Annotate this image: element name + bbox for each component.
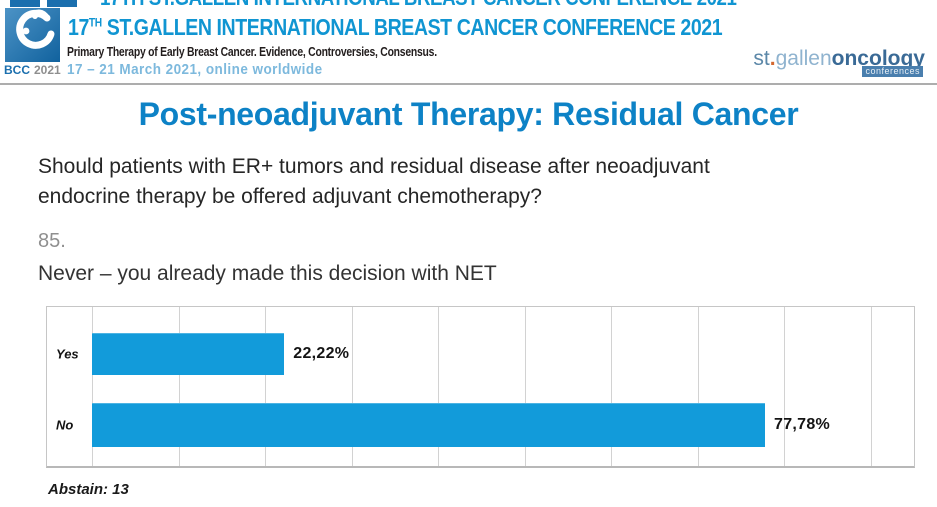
- gridline: [697, 307, 699, 466]
- poll-statement: Never – you already made this decision w…: [38, 262, 497, 285]
- clipped-header-artifact: 17TH ST.GALLEN INTERNATIONAL BREAST CANC…: [0, 0, 937, 7]
- gridline: [524, 307, 526, 466]
- abstain-count: Abstain: 13: [48, 481, 129, 498]
- brand-st: st: [753, 47, 770, 70]
- clipped-header-text: 17TH ST.GALLEN INTERNATIONAL BREAST CANC…: [100, 0, 737, 7]
- question-text: Should patients with ER+ tumors and resi…: [38, 152, 848, 212]
- bar-no: [92, 403, 765, 447]
- brand-conferences-tag: conferences: [862, 66, 923, 77]
- header-divider: [0, 83, 937, 85]
- gridline: [784, 307, 786, 466]
- question-line-1: Should patients with ER+ tumors and resi…: [38, 155, 710, 178]
- gridline: [178, 307, 180, 466]
- gridline: [92, 307, 93, 466]
- category-label-no: No: [56, 417, 74, 433]
- plot-area: 22,22% 77,78%: [92, 307, 914, 466]
- st-gallen-oncology-logo: st.gallenoncology conferences: [753, 47, 925, 77]
- question-number: 85.: [38, 230, 66, 252]
- conference-title: 17TH ST.GALLEN INTERNATIONAL BREAST CANCE…: [68, 14, 723, 41]
- bcc-logo-caption: BCC 2021: [4, 63, 74, 77]
- clipped-logo-fragment: [47, 0, 77, 7]
- gridline: [351, 307, 353, 466]
- conference-subtitle: Primary Therapy of Early Breast Cancer. …: [67, 44, 437, 59]
- bcc-year: 2021: [34, 63, 61, 77]
- gridline: [438, 307, 440, 466]
- page-title: Post-neoadjuvant Therapy: Residual Cance…: [138, 96, 799, 132]
- bar-yes: [92, 333, 285, 375]
- question-line-2: endocrine therapy be offered adjuvant ch…: [38, 185, 542, 208]
- brand-gallen: gallen: [775, 47, 832, 70]
- bar-row-yes: 22,22%: [92, 333, 914, 375]
- poll-chart: Yes No 22,22% 77,78%: [46, 306, 915, 468]
- conference-title-number: 17: [68, 14, 89, 40]
- bar-row-no: 77,78%: [92, 403, 914, 447]
- conference-title-text: ST.GALLEN INTERNATIONAL BREAST CANCER CO…: [106, 14, 723, 40]
- gridline: [265, 307, 267, 466]
- brand-dot: .: [769, 47, 776, 70]
- conference-title-ordinal: TH: [88, 15, 102, 30]
- bcc-label: BCC: [4, 63, 30, 77]
- conference-dates: 17 – 21 March 2021, online worldwide: [67, 61, 323, 78]
- gridline: [611, 307, 613, 466]
- bcc-logo: [5, 8, 60, 62]
- category-label-yes: Yes: [56, 346, 79, 362]
- value-label-yes: 22,22%: [293, 345, 350, 362]
- value-label-no: 77,78%: [774, 416, 831, 433]
- brand-oncology: oncology: [831, 47, 925, 70]
- clipped-logo-fragment: [10, 0, 40, 7]
- drop-icon: [5, 8, 60, 62]
- gridline: [870, 307, 872, 466]
